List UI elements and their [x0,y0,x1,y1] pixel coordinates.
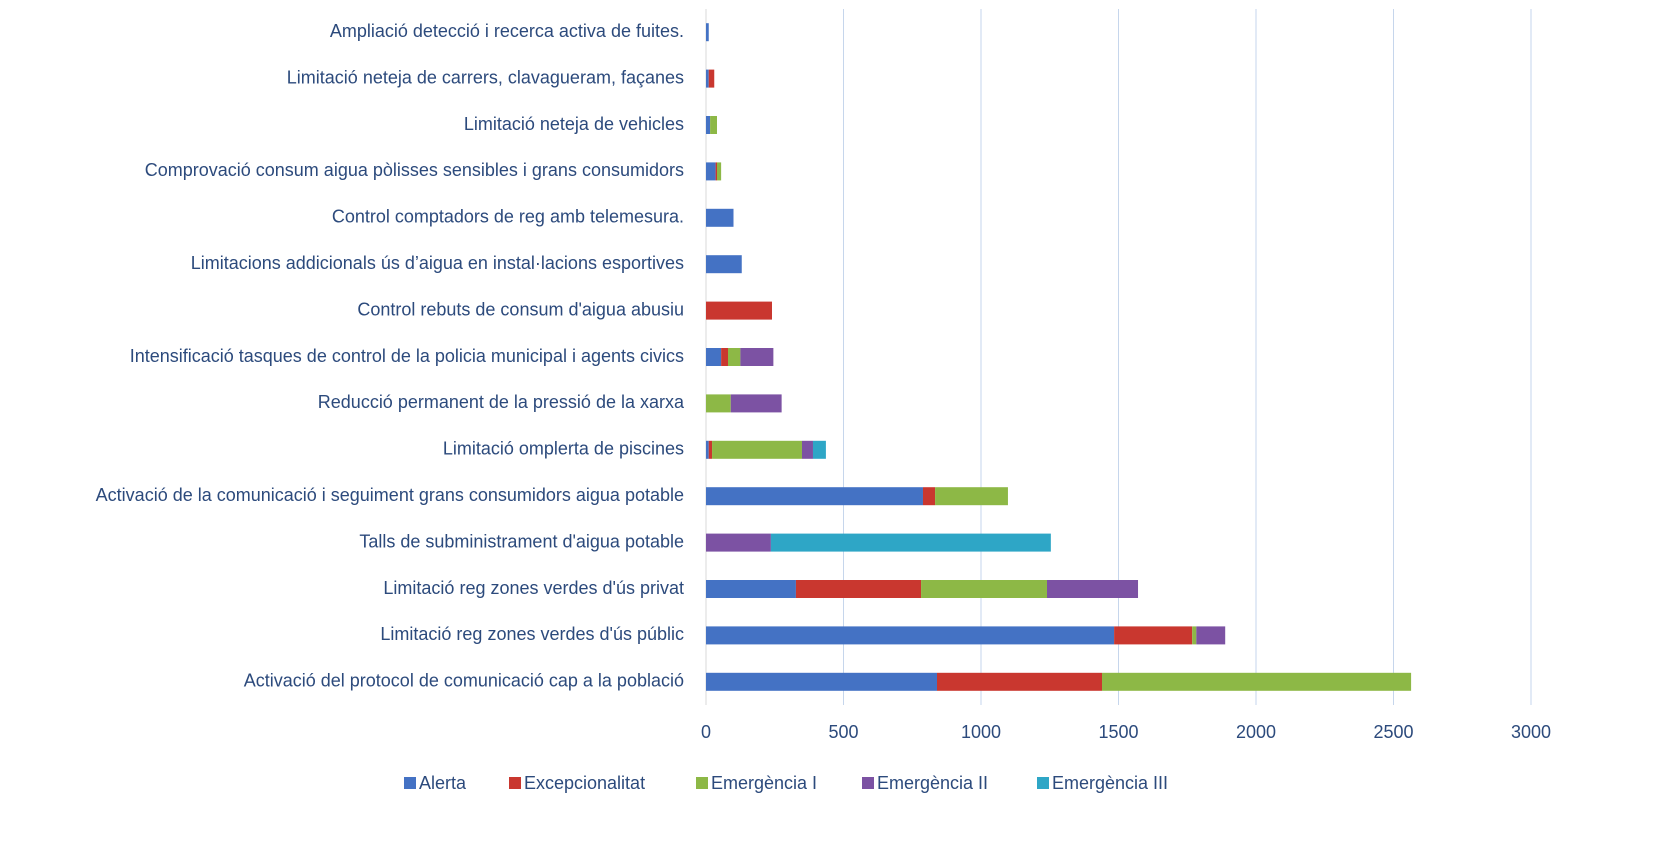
x-tick-label: 1500 [1098,722,1138,742]
category-label: Control rebuts de consum d'aigua abusiu [357,299,684,319]
x-tick-label: 2500 [1373,722,1413,742]
bar-segment [706,533,771,552]
bar-segment [706,672,937,691]
legend-label: Excepcionalitat [524,773,645,793]
bar-segment [706,23,709,42]
bar-segment [1047,580,1139,598]
bar-segment [717,162,722,181]
x-tick-label: 3000 [1511,722,1551,742]
legend-label: Alerta [419,773,467,793]
bar-segment [706,69,709,88]
x-tick-label: 500 [828,722,858,742]
legend-swatch [509,777,521,789]
bar-segment [922,487,936,506]
bar-segment [706,440,709,459]
bar-segment [721,348,728,366]
x-tick-label: 2000 [1236,722,1276,742]
category-label: Talls de subministrament d'aigua potable [359,531,684,551]
legend-label: Emergència II [877,773,988,793]
bar-segment [706,394,731,413]
bar-segment [706,116,711,134]
bar-segment [708,69,715,88]
bar-segment [728,348,741,366]
bar-segment [706,348,722,366]
bar-segment [795,580,922,598]
bar-segment [937,672,1102,691]
bar-segment [1114,626,1193,645]
category-label: Limitació neteja de carrers, clavagueram… [287,67,684,87]
category-label: Comprovació consum aigua pòlisses sensib… [145,160,684,180]
bar-segment [730,394,782,413]
bar-segment [740,348,774,366]
bar-segment [812,440,826,459]
legend-label: Emergència I [711,773,817,793]
bar-segment [1196,626,1226,645]
bar-segment [935,487,1008,506]
bar-segment [1102,672,1412,691]
legend-label: Emergència III [1052,773,1168,793]
bar-segment [708,440,713,459]
category-label: Intensificació tasques de control de la … [130,346,684,366]
bar-segment [706,626,1115,645]
bar-segment [706,255,742,274]
category-label: Reducció permanent de la pressió de la x… [318,392,685,412]
category-label: Activació del protocol de comunicació ca… [244,671,684,691]
category-label: Limitació reg zones verdes d'ús privat [383,578,684,598]
bar-segment [1192,626,1197,645]
legend-swatch [404,777,416,789]
bar-segment [801,440,813,459]
category-label: Ampliació detecció i recerca activa de f… [330,21,684,41]
legend-swatch [862,777,874,789]
bar-segment [706,487,923,506]
bar-segment [921,580,1047,598]
bar-segment [706,301,772,320]
bar-segment [712,440,802,459]
x-tick-label: 0 [701,722,711,742]
bar-segment [770,533,1051,552]
legend-swatch [696,777,708,789]
category-label: Activació de la comunicació i seguiment … [96,485,684,505]
bar-segment [715,162,717,181]
legend-swatch [1037,777,1049,789]
category-label: Limitació neteja de vehicles [464,114,684,134]
bar-segment [706,208,734,227]
category-label: Limitació omplerta de piscines [443,439,684,459]
category-label: Limitació reg zones verdes d'ús públic [380,624,684,644]
category-label: Control comptadors de reg amb telemesura… [332,207,684,227]
bar-segment [706,162,716,181]
bar-segment [706,580,796,598]
category-label: Limitacions addicionals ús d’aigua en in… [191,253,684,273]
bar-segment [710,116,717,134]
x-tick-label: 1000 [961,722,1001,742]
